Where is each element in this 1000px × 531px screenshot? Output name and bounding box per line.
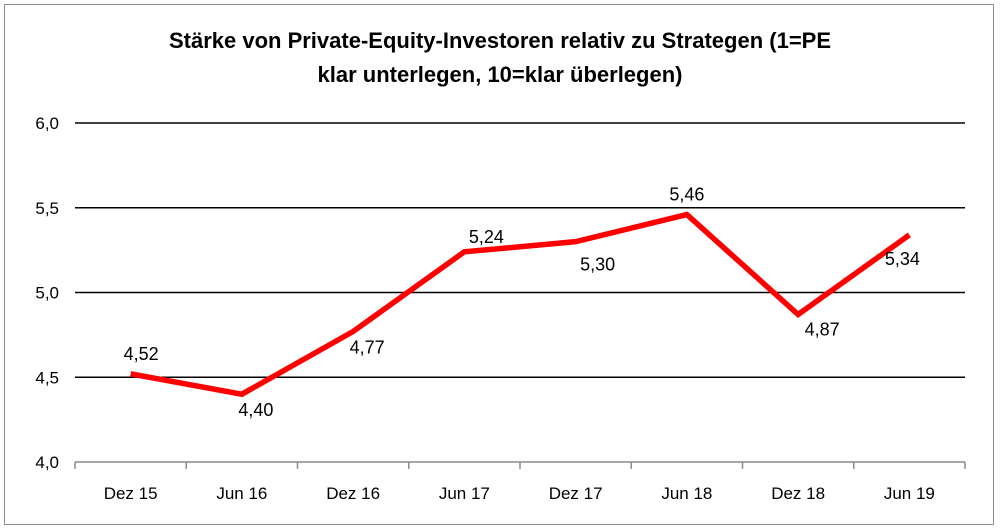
data-label: 5,46	[669, 185, 704, 205]
data-label: 5,30	[580, 255, 615, 275]
data-label: 4,40	[238, 400, 273, 420]
data-labels: 4,52 4,40 4,77 5,24 5,30 5,46 4,87 5,34	[124, 185, 920, 421]
y-tick-label: 4,5	[35, 368, 59, 387]
x-tick-label: Dez 15	[104, 484, 158, 503]
data-label: 4,77	[350, 337, 385, 357]
y-tick-label: 5,5	[35, 199, 59, 218]
x-tick-label: Dez 18	[771, 484, 825, 503]
axes	[74, 461, 966, 469]
x-tick-label: Jun 18	[661, 484, 712, 503]
series-group	[130, 211, 911, 398]
chart-frame	[4, 4, 994, 525]
y-tick-label: 5,0	[35, 284, 59, 303]
x-tick-label: Jun 17	[439, 484, 490, 503]
x-tick-labels: Dez 15 Jun 16 Dez 16 Jun 17 Dez 17 Jun 18 Dez …	[104, 484, 935, 503]
y-tick-labels: 4,0 4,5 5,0 5,5 6,0	[35, 114, 59, 472]
x-tick-label: Dez 16	[326, 484, 380, 503]
x-tick-label: Jun 16	[216, 484, 267, 503]
data-label: 5,24	[469, 227, 504, 247]
chart-title-line-2: klar unterlegen, 10=klar überlegen)	[317, 62, 683, 87]
chart-title-line-1: Stärke von Private-Equity-Investoren rel…	[168, 28, 832, 53]
series-line	[130, 211, 911, 398]
data-label: 4,52	[124, 344, 159, 364]
x-tick-label: Dez 17	[549, 484, 603, 503]
x-tick-label: Jun 19	[884, 484, 935, 503]
gridlines	[75, 122, 965, 378]
data-label: 5,34	[885, 249, 920, 269]
data-label: 4,87	[805, 320, 840, 340]
chart-title: Stärke von Private-Equity-Investoren rel…	[0, 24, 1000, 92]
y-tick-label: 4,0	[35, 453, 59, 472]
y-tick-label: 6,0	[35, 114, 59, 133]
